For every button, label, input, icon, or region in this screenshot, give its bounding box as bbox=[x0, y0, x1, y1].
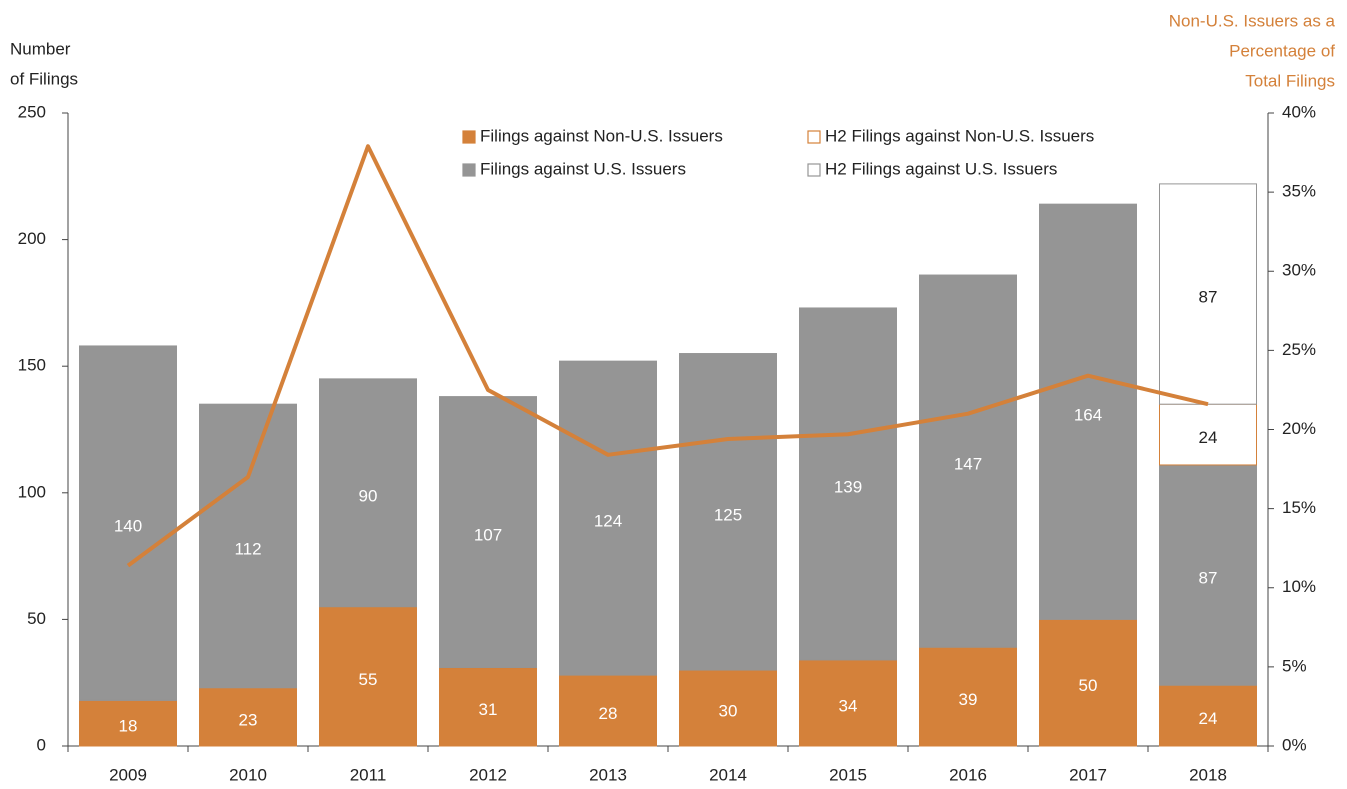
y2-tick-label: 35% bbox=[1282, 182, 1316, 201]
bar-label: 140 bbox=[114, 517, 142, 536]
x-tick-label: 2013 bbox=[589, 765, 627, 784]
x-tick-label: 2014 bbox=[709, 765, 747, 784]
y2-axis-label: Total Filings bbox=[1245, 71, 1335, 90]
bar-segment bbox=[319, 378, 417, 608]
y-tick-label: 0 bbox=[37, 735, 46, 754]
bar-segment bbox=[79, 345, 177, 701]
bar-label: 31 bbox=[479, 700, 498, 719]
legend-label: H2 Filings against Non-U.S. Issuers bbox=[825, 126, 1094, 145]
bar-label: 18 bbox=[119, 717, 138, 736]
line-series bbox=[126, 144, 1209, 568]
bar-segment bbox=[1159, 684, 1257, 747]
bar-segment bbox=[919, 274, 1017, 648]
y-tick-label: 50 bbox=[27, 609, 46, 628]
y2-axis-label: Non-U.S. Issuers as a bbox=[1169, 11, 1336, 30]
y-tick-label: 200 bbox=[18, 229, 46, 248]
bar-segment bbox=[799, 307, 897, 661]
bar-label: 50 bbox=[1079, 676, 1098, 695]
legend-label: Filings against Non-U.S. Issuers bbox=[480, 126, 723, 145]
bar-segment bbox=[1039, 618, 1137, 747]
bar-segment bbox=[1039, 203, 1137, 620]
x-tick-label: 2017 bbox=[1069, 765, 1107, 784]
bar-label: 164 bbox=[1074, 405, 1102, 424]
bar-segment bbox=[1159, 464, 1257, 686]
bar-segment bbox=[1159, 183, 1257, 405]
bar-label: 55 bbox=[359, 670, 378, 689]
x-tick-label: 2010 bbox=[229, 765, 267, 784]
legend-swatch bbox=[807, 130, 821, 144]
y2-tick-label: 30% bbox=[1282, 261, 1316, 280]
bar-label: 90 bbox=[359, 486, 378, 505]
bar-label: 39 bbox=[959, 690, 978, 709]
legend-swatch bbox=[462, 163, 476, 177]
bar-segment bbox=[439, 667, 537, 747]
y2-tick-label: 15% bbox=[1282, 498, 1316, 517]
bar-label: 139 bbox=[834, 477, 862, 496]
bar-label: 112 bbox=[234, 539, 261, 558]
bar-label: 87 bbox=[1199, 288, 1218, 307]
bar-segment bbox=[559, 674, 657, 747]
y-tick-label: 250 bbox=[18, 102, 46, 121]
bar-segment bbox=[919, 646, 1017, 747]
x-tick-label: 2016 bbox=[949, 765, 987, 784]
x-tick-label: 2009 bbox=[109, 765, 147, 784]
y-axis-label: Number bbox=[10, 39, 71, 58]
x-tick-label: 2012 bbox=[469, 765, 507, 784]
bar-label: 34 bbox=[839, 696, 858, 715]
y-tick-label: 100 bbox=[18, 482, 46, 501]
legend-label: Filings against U.S. Issuers bbox=[480, 159, 686, 178]
bar-label: 125 bbox=[714, 505, 742, 524]
y2-tick-label: 0% bbox=[1282, 735, 1307, 754]
y2-tick-label: 25% bbox=[1282, 340, 1316, 359]
y-tick-label: 150 bbox=[18, 356, 46, 375]
bar-segment bbox=[319, 606, 417, 747]
bar-label: 107 bbox=[474, 526, 502, 545]
bar-segment bbox=[679, 353, 777, 671]
bar-label: 28 bbox=[599, 704, 618, 723]
bar-label: 87 bbox=[1199, 569, 1218, 588]
bar-label: 30 bbox=[719, 702, 738, 721]
bar-label: 24 bbox=[1199, 709, 1218, 728]
bar-segment bbox=[559, 360, 657, 676]
legend-swatch bbox=[807, 163, 821, 177]
x-tick-label: 2015 bbox=[829, 765, 867, 784]
bar-label: 24 bbox=[1199, 428, 1218, 447]
bar-segment bbox=[799, 659, 897, 747]
y2-tick-label: 40% bbox=[1282, 102, 1316, 121]
x-tick-label: 2011 bbox=[350, 765, 387, 784]
y2-tick-label: 10% bbox=[1282, 577, 1316, 596]
legend-label: H2 Filings against U.S. Issuers bbox=[825, 159, 1057, 178]
y2-tick-label: 20% bbox=[1282, 419, 1316, 438]
legend-swatch bbox=[462, 130, 476, 144]
x-tick-label: 2018 bbox=[1189, 765, 1227, 784]
bar-segment bbox=[199, 687, 297, 747]
bar-segment bbox=[199, 403, 297, 689]
y2-tick-label: 5% bbox=[1282, 656, 1307, 675]
bar-segment bbox=[679, 669, 777, 747]
bar-label: 147 bbox=[954, 455, 982, 474]
bar-label: 124 bbox=[594, 512, 622, 531]
y2-axis-label: Percentage of bbox=[1229, 41, 1335, 60]
bar-label: 23 bbox=[239, 710, 258, 729]
y-axis-label: of Filings bbox=[10, 69, 78, 88]
bar-segment bbox=[79, 699, 177, 747]
bar-segment bbox=[439, 396, 537, 669]
